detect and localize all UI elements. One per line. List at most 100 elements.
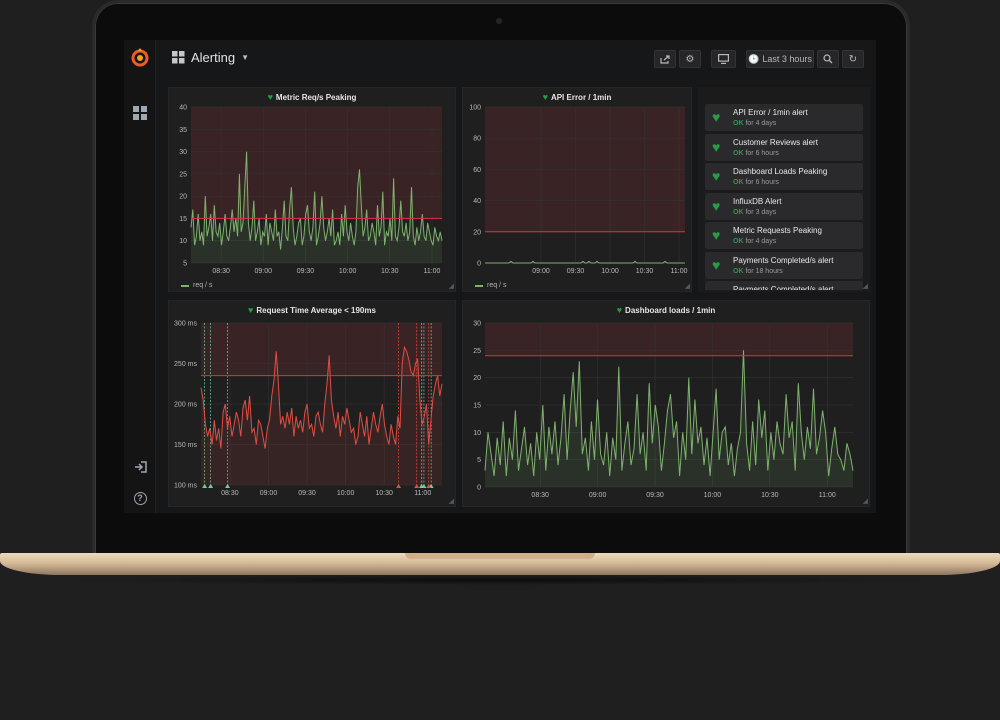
laptop-base xyxy=(0,553,1000,575)
y-tick-label: 250 ms xyxy=(174,361,197,368)
panel-title-wrap: ♥ Metric Req/s Peaking xyxy=(169,92,455,102)
alert-list-item[interactable]: ♥ Metric Requests Peaking OK for 4 days xyxy=(705,222,863,249)
cycle-view-button[interactable] xyxy=(711,50,736,68)
dashboard-picker[interactable]: Alerting ▼ xyxy=(172,50,249,65)
alert-list-item[interactable]: ♥ Payments Completed/s alert OK for 18 hou… xyxy=(705,251,863,279)
series-area xyxy=(485,350,853,487)
grafana-logo-icon[interactable] xyxy=(124,46,156,73)
alert-name: Dashboard Loads Peaking xyxy=(733,167,828,176)
x-tick-label: 09:00 xyxy=(589,492,607,499)
x-tick-label: 09:00 xyxy=(532,268,550,275)
panel-api-error[interactable]: ♥ API Error / 1min 100 80 60 40 20 0 09:00 09:3… xyxy=(462,87,692,292)
annotation-marker xyxy=(225,484,231,488)
y-tick-label: 80 xyxy=(473,136,481,143)
x-tick-label: 10:00 xyxy=(601,268,619,275)
alert-state-label: OK xyxy=(733,208,744,216)
annotation-marker xyxy=(426,484,432,488)
annotation-marker xyxy=(421,484,427,488)
annotation-marker xyxy=(396,484,402,488)
resize-handle-icon[interactable]: ◢ xyxy=(448,498,454,505)
x-tick-label: 10:00 xyxy=(339,268,357,275)
alert-list-item[interactable]: ♥ InfluxDB Alert OK for 3 days xyxy=(705,192,863,220)
legend-label: req / s xyxy=(193,282,213,289)
time-range-button[interactable]: 🕒 Last 3 hours xyxy=(746,50,814,68)
settings-button[interactable]: ⚙ xyxy=(679,50,701,68)
top-navbar: Alerting ▼ ⚙ 🕒 Last 3 hours ↻ xyxy=(156,40,876,78)
heart-icon: ♥ xyxy=(712,109,721,125)
alert-state: OK for 18 hours xyxy=(733,268,783,275)
x-tick-label: 10:30 xyxy=(636,268,654,275)
panel-request-time-average[interactable]: ♥ Request Time Average < 190ms 300 ms 250… xyxy=(168,300,456,507)
series-area xyxy=(191,151,442,263)
x-tick-label: 10:00 xyxy=(704,492,722,499)
time-range-label: Last 3 hours xyxy=(762,54,812,64)
resize-handle-icon[interactable]: ◢ xyxy=(448,283,454,290)
y-tick-label: 30 xyxy=(473,321,481,328)
legend-swatch xyxy=(475,284,483,287)
grid-icon[interactable] xyxy=(124,106,156,125)
share-button[interactable] xyxy=(654,50,676,68)
alert-state: OK for 6 hours xyxy=(733,150,779,157)
laptop-notch xyxy=(405,553,595,559)
chart-dashboard-loads: 30 25 20 15 10 5 0 08:30 09:00 09:30 10:00 10:30 11:… xyxy=(473,321,854,499)
refresh-button[interactable]: ↻ xyxy=(842,50,864,68)
side-menu: ? xyxy=(124,40,156,513)
heart-icon: ♥ xyxy=(712,256,721,273)
alert-list: ♥ API Error / 1min alert OK for 4 days ♥ Cus… xyxy=(705,104,865,290)
x-tick-label: 08:30 xyxy=(221,490,239,497)
y-tick-label: 10 xyxy=(473,430,481,437)
panel-metric-req-peaking[interactable]: ♥ Metric Req/s Peaking 40 35 30 25 20 15 10 5 08… xyxy=(168,87,456,292)
gear-icon: ⚙ xyxy=(685,53,695,65)
y-tick-label: 40 xyxy=(179,105,187,112)
series-area xyxy=(201,347,442,485)
alert-state-label: OK xyxy=(733,267,744,275)
dashboard-grid-icon xyxy=(172,51,185,64)
alert-zone xyxy=(191,107,442,219)
panel-title: Request Time Average < 190ms xyxy=(256,305,376,315)
panel-dashboard-loads[interactable]: ♥ Dashboard loads / 1min 30 25 20 15 10 5 0 08:… xyxy=(462,300,870,507)
x-tick-label: 10:00 xyxy=(337,490,355,497)
y-tick-label: 25 xyxy=(473,348,481,355)
x-tick-label: 09:00 xyxy=(260,490,278,497)
help-icon[interactable]: ? xyxy=(124,488,156,506)
series-line xyxy=(200,345,443,449)
alert-list-item[interactable]: ♥ Customer Reviews alert OK for 6 hours xyxy=(705,133,863,161)
search-icon xyxy=(823,54,833,64)
heart-icon: ♥ xyxy=(712,168,721,184)
heart-icon: ♥ xyxy=(712,197,721,214)
alert-since: for 6 hours xyxy=(745,179,779,186)
alert-state: OK for 3 days xyxy=(733,209,776,216)
sign-in-icon[interactable] xyxy=(124,461,156,476)
refresh-icon: ↻ xyxy=(848,53,858,65)
alert-list-item[interactable]: ♥ API Error / 1min alert OK for 4 days xyxy=(705,104,863,131)
heart-icon: ♥ xyxy=(267,92,273,102)
alert-list-item[interactable]: ♥ Payments Completed/s alert xyxy=(705,281,863,290)
alert-state-label: OK xyxy=(733,149,744,157)
y-tick-label: 60 xyxy=(473,167,481,174)
legend-item[interactable]: req / s xyxy=(475,282,506,289)
x-tick-label: 08:30 xyxy=(531,492,549,499)
resize-handle-icon[interactable]: ◢ xyxy=(862,498,868,505)
resize-handle-icon[interactable]: ◢ xyxy=(862,283,868,290)
alert-state: OK for 4 days xyxy=(733,120,776,127)
chart-request-time: 300 ms 250 ms 200 ms 150 ms 100 ms 08:30 09:00… xyxy=(174,321,443,497)
clock-icon: 🕒 xyxy=(748,53,760,64)
panel-title: Metric Req/s Peaking xyxy=(275,92,357,102)
heart-icon: ♥ xyxy=(616,305,623,315)
resize-handle-icon[interactable]: ◢ xyxy=(684,283,690,290)
alert-since: for 6 hours xyxy=(745,149,779,157)
y-tick-label: 10 xyxy=(179,238,187,245)
alert-since: for 4 days xyxy=(745,238,777,245)
alert-state-label: OK xyxy=(733,238,744,245)
alert-list-item[interactable]: ♥ Dashboard Loads Peaking OK for 6 hours xyxy=(705,163,863,190)
y-tick-label: 35 xyxy=(179,127,187,134)
annotation-marker xyxy=(208,484,214,488)
zoom-out-button[interactable] xyxy=(817,50,839,68)
legend-item[interactable]: req / s xyxy=(181,282,212,289)
alert-name: API Error / 1min alert xyxy=(733,108,808,117)
monitor-icon xyxy=(718,54,729,64)
y-tick-label: 5 xyxy=(477,457,481,464)
y-tick-label: 200 ms xyxy=(174,402,197,409)
panel-alert-list: ♥ API Error / 1min alert OK for 4 days ♥ Cus… xyxy=(698,87,870,292)
heart-icon: ♥ xyxy=(712,287,720,290)
